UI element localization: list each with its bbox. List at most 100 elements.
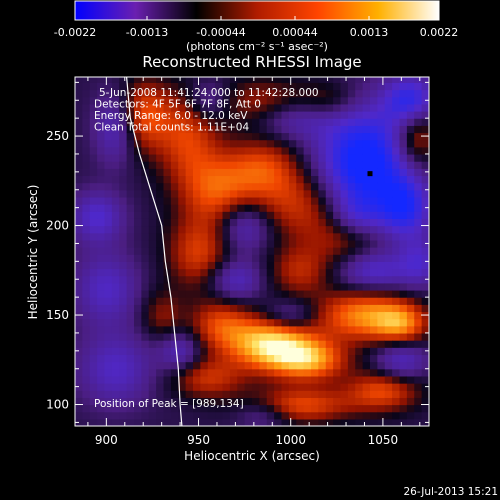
heatmap-cell [237, 146, 246, 155]
heatmap-cell [252, 325, 260, 334]
heatmap-cell [163, 146, 172, 155]
heatmap-cell [252, 161, 260, 169]
heatmap-cell [237, 418, 246, 426]
heatmap-cell [252, 332, 260, 341]
heatmap-cell [156, 390, 165, 398]
heatmap-cell [362, 232, 371, 241]
heatmap-cell [406, 304, 415, 313]
heatmap-cell [200, 268, 209, 277]
heatmap-cell [406, 111, 415, 119]
heatmap-cell [362, 404, 371, 413]
heatmap-cell [163, 96, 172, 105]
heatmap-cell [229, 289, 238, 298]
heatmap-cell [215, 261, 224, 270]
heatmap-cell [362, 175, 371, 184]
heatmap-cell [274, 411, 283, 420]
heatmap-cell [215, 111, 224, 119]
heatmap-cell [82, 111, 91, 119]
heatmap-cell [229, 390, 238, 398]
heatmap-cell [119, 254, 128, 262]
heatmap-cell [229, 218, 238, 227]
heatmap-cell [377, 132, 386, 141]
heatmap-cell [281, 397, 290, 406]
heatmap-cell [325, 111, 334, 119]
heatmap-cell [414, 368, 423, 377]
heatmap-cell [111, 125, 120, 134]
heatmap-cell [355, 354, 364, 363]
heatmap-cell [384, 111, 393, 119]
heatmap-cell [193, 282, 201, 291]
heatmap-cell [148, 368, 157, 377]
heatmap-cell [200, 275, 209, 284]
heatmap-cell [75, 397, 83, 406]
heatmap-cell [296, 118, 305, 126]
heatmap-cell [252, 304, 260, 313]
heatmap-cell [281, 368, 290, 377]
heatmap-cell [340, 168, 349, 177]
heatmap-cell [148, 139, 157, 148]
heatmap-cell [252, 275, 260, 284]
heatmap-cell [178, 311, 187, 320]
heatmap-cell [222, 383, 231, 391]
colorbar-tick-label: 0.0022 [420, 26, 459, 39]
heatmap-cell [370, 89, 378, 98]
heatmap-cell [406, 204, 415, 212]
heatmap-cell [252, 261, 260, 270]
heatmap-cell [392, 139, 401, 148]
heatmap-cell [333, 318, 342, 327]
heatmap-cell [207, 218, 216, 227]
heatmap-cell [274, 268, 283, 277]
heatmap-cell [318, 211, 327, 219]
heatmap-cell [244, 304, 253, 313]
heatmap-cell [82, 261, 91, 270]
heatmap-cell [237, 282, 246, 291]
heatmap-cell [311, 175, 319, 184]
heatmap-cell [148, 411, 157, 420]
heatmap-cell [193, 225, 201, 234]
heatmap-cell [274, 204, 283, 212]
heatmap-cell [244, 375, 253, 384]
heatmap-cell [237, 89, 246, 98]
heatmap-cell [296, 347, 305, 356]
heatmap-cell [200, 418, 209, 426]
heatmap-cell [340, 347, 349, 356]
heatmap-cell [126, 282, 135, 291]
heatmap-cell [237, 182, 246, 191]
heatmap-cell [392, 146, 401, 155]
heatmap-cell [325, 153, 334, 162]
heatmap-cell [281, 232, 290, 241]
heatmap-cell [111, 275, 120, 284]
heatmap-cell [303, 282, 312, 291]
heatmap-cell [325, 418, 334, 426]
heatmap-cell [75, 354, 83, 363]
heatmap-cell [111, 103, 120, 112]
heatmap-cell [414, 347, 423, 356]
heatmap-cell [266, 332, 275, 341]
heatmap-cell [406, 325, 415, 334]
heatmap-cell [259, 268, 268, 277]
heatmap-cell [399, 383, 408, 391]
heatmap-cell [75, 247, 83, 255]
heatmap-cell [215, 211, 224, 219]
heatmap-cell [185, 318, 194, 327]
heatmap-cell [82, 418, 91, 426]
heatmap-cell [340, 196, 349, 205]
heatmap-cell [288, 118, 297, 126]
heatmap-cell [229, 404, 238, 413]
heatmap-cell [399, 139, 408, 148]
heatmap-cell [111, 82, 120, 91]
heatmap-cell [362, 96, 371, 105]
heatmap-cell [185, 247, 194, 255]
heatmap-cell [111, 311, 120, 320]
heatmap-cell [325, 96, 334, 105]
heatmap-cell [384, 254, 393, 262]
heatmap-cell [384, 297, 393, 305]
heatmap-cell [156, 82, 165, 91]
heatmap-cell [414, 390, 423, 398]
heatmap-cell [274, 82, 283, 91]
heatmap-cell [222, 111, 231, 119]
heatmap-cell [148, 82, 157, 91]
heatmap-cell [340, 282, 349, 291]
heatmap-cell [384, 275, 393, 284]
heatmap-cell [222, 161, 231, 169]
